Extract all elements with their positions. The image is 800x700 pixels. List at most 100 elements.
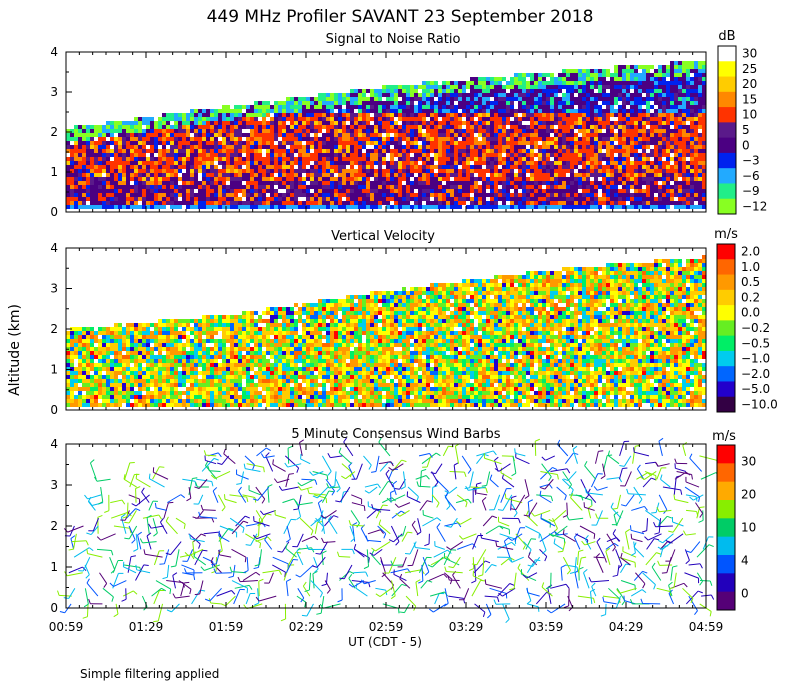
heatmap-cell xyxy=(314,113,318,117)
heatmap-cell xyxy=(174,153,178,157)
heatmap-cell xyxy=(254,165,258,169)
heatmap-cell xyxy=(550,101,554,105)
heatmap-cell xyxy=(526,81,530,85)
heatmap-cell xyxy=(398,181,402,185)
heatmap-cell xyxy=(462,181,466,185)
heatmap-cell xyxy=(86,399,90,403)
heatmap-cell xyxy=(574,141,578,145)
heatmap-cell xyxy=(522,101,526,105)
heatmap-cell xyxy=(550,97,554,101)
heatmap-cell xyxy=(558,177,562,181)
heatmap-cell xyxy=(146,201,150,205)
heatmap-cell xyxy=(146,133,150,137)
heatmap-cell xyxy=(66,335,70,339)
heatmap-cell xyxy=(170,189,174,193)
heatmap-cell xyxy=(126,141,130,145)
heatmap-cell xyxy=(702,129,706,133)
heatmap-cell xyxy=(286,129,290,133)
heatmap-cell xyxy=(210,173,214,177)
heatmap-cell xyxy=(250,173,254,177)
heatmap-cell xyxy=(494,173,498,177)
heatmap-cell xyxy=(82,355,86,359)
heatmap-cell xyxy=(634,149,638,153)
heatmap-cell xyxy=(290,149,294,153)
heatmap-cell xyxy=(402,185,406,189)
heatmap-cell xyxy=(186,197,190,201)
heatmap-cell xyxy=(114,181,118,185)
heatmap-cell xyxy=(370,201,374,205)
heatmap-cell xyxy=(318,149,322,153)
heatmap-cell xyxy=(426,189,430,193)
heatmap-cell xyxy=(66,355,70,359)
heatmap-cell xyxy=(86,153,90,157)
heatmap-cell xyxy=(282,109,286,113)
colorbar-label: 30 xyxy=(742,47,757,61)
heatmap-cell xyxy=(670,61,674,65)
heatmap-cell xyxy=(390,153,394,157)
heatmap-cell xyxy=(698,189,702,193)
heatmap-cell xyxy=(530,109,534,113)
heatmap-cell xyxy=(230,165,234,169)
heatmap-cell xyxy=(350,193,354,197)
heatmap-cell xyxy=(538,125,542,129)
heatmap-cell xyxy=(674,161,678,165)
heatmap-cell xyxy=(338,205,342,209)
heatmap-cell xyxy=(534,129,538,133)
heatmap-cell xyxy=(238,105,242,109)
heatmap-cell xyxy=(74,153,78,157)
heatmap-cell xyxy=(654,133,658,137)
heatmap-cell xyxy=(474,149,478,153)
heatmap-cell xyxy=(214,137,218,141)
heatmap-cell xyxy=(398,157,402,161)
heatmap-cell xyxy=(70,189,74,193)
heatmap-cell xyxy=(614,121,618,125)
heatmap-cell xyxy=(82,371,86,375)
heatmap-cell xyxy=(90,201,94,205)
heatmap-cell xyxy=(374,197,378,201)
heatmap-cell xyxy=(102,339,106,343)
heatmap-cell xyxy=(98,145,102,149)
heatmap-cell xyxy=(478,93,482,97)
heatmap-cell xyxy=(658,77,662,81)
heatmap-cell xyxy=(250,145,254,149)
heatmap-cell xyxy=(438,173,442,177)
heatmap-cell xyxy=(598,153,602,157)
heatmap-cell xyxy=(354,93,358,97)
heatmap-cell xyxy=(306,161,310,165)
heatmap-cell xyxy=(454,109,458,113)
heatmap-cell xyxy=(606,161,610,165)
heatmap-cell xyxy=(446,133,450,137)
heatmap-cell xyxy=(286,141,290,145)
heatmap-cell xyxy=(362,169,366,173)
heatmap-cell xyxy=(646,85,650,89)
heatmap-cell xyxy=(394,125,398,129)
heatmap-cell xyxy=(446,177,450,181)
heatmap-cell xyxy=(110,371,114,375)
heatmap-cell xyxy=(86,375,90,379)
heatmap-cell xyxy=(382,169,386,173)
heatmap-cell xyxy=(566,105,570,109)
heatmap-cell xyxy=(318,201,322,205)
heatmap-cell xyxy=(342,117,346,121)
heatmap-cell xyxy=(334,137,338,141)
heatmap-cell xyxy=(678,193,682,197)
heatmap-cell xyxy=(482,161,486,165)
heatmap-cell xyxy=(346,181,350,185)
heatmap-cell xyxy=(570,129,574,133)
heatmap-cell xyxy=(462,97,466,101)
heatmap-cell xyxy=(478,177,482,181)
heatmap-cell xyxy=(614,169,618,173)
heatmap-cell xyxy=(402,125,406,129)
heatmap-cell xyxy=(610,181,614,185)
heatmap-cell xyxy=(398,93,402,97)
colorbar-swatch xyxy=(718,91,736,108)
heatmap-cell xyxy=(78,339,82,343)
heatmap-cell xyxy=(630,149,634,153)
heatmap-cell xyxy=(214,189,218,193)
heatmap-cell xyxy=(502,141,506,145)
heatmap-cell xyxy=(238,189,242,193)
heatmap-cell xyxy=(482,117,486,121)
heatmap-cell xyxy=(482,93,486,97)
snr-plot-area xyxy=(66,61,706,209)
heatmap-cell xyxy=(554,133,558,137)
